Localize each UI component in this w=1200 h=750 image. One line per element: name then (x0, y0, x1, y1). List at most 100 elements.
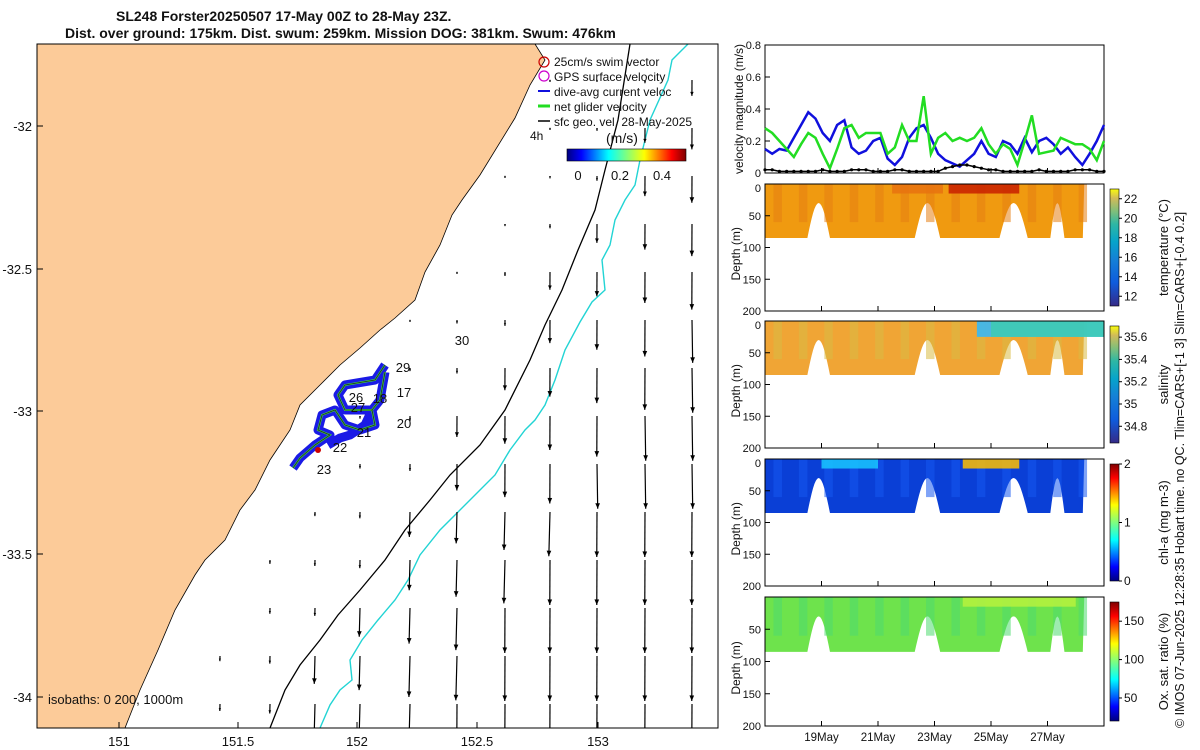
section-texture (1027, 459, 1037, 498)
velocity-arrowhead (547, 444, 553, 451)
velocity-arrowhead (502, 743, 507, 749)
section-surface-feature (821, 459, 878, 469)
section-variable-label: Ox. sat. ratio (%) (1156, 613, 1171, 711)
track-day-label: 29 (396, 360, 410, 375)
velocity-arrowhead (642, 599, 648, 605)
map-frame (36, 43, 719, 729)
depth-tick-label: 0 (755, 320, 761, 332)
colorbar-tick-1: 0.2 (611, 168, 629, 183)
velocity-arrowhead (689, 551, 695, 557)
map-x-tick-label: 151.5 (222, 734, 255, 749)
section-texture (773, 184, 782, 223)
section-texture (798, 597, 808, 636)
velocity-arrowhead (456, 321, 458, 324)
section-texture (926, 459, 935, 498)
sfc-geo-point (907, 169, 911, 173)
velocity-arrowhead (503, 323, 507, 326)
depth-ylabel: Depth (m) (729, 364, 743, 417)
time-tick-label: 25May (974, 732, 1009, 744)
sfc-geo-point (842, 169, 846, 173)
velocity-arrowhead (689, 647, 695, 653)
velocity-arrowhead (409, 319, 411, 322)
velocity-arrowhead (502, 385, 507, 391)
velocity-arrowhead (312, 732, 317, 738)
sfc-geo-point (806, 169, 810, 173)
velocity-arrow (644, 463, 647, 509)
sfc-geo-point (813, 169, 818, 173)
sfc-geo-point (1015, 169, 1020, 173)
sfc-geo-point (1037, 168, 1041, 172)
colorbar-tick-label: 18 (1124, 231, 1138, 245)
velocity-arrowhead (547, 391, 553, 397)
swim-vector-icon (538, 56, 550, 68)
track-day-label: 27 (351, 400, 365, 415)
map-y-tick-label: -32 (13, 119, 32, 134)
title-line-1: SL248 Forster20250507 17-May 00Z to 28-M… (116, 8, 452, 24)
map-x-tick-label: 152 (346, 734, 368, 749)
section-variable-label: salinity (1156, 364, 1171, 404)
depth-tick-label: 150 (743, 274, 761, 286)
velocity-arrowhead (594, 551, 600, 557)
depth-tick-label: 0 (755, 183, 761, 195)
depth-ylabel: Depth (m) (729, 641, 743, 694)
velocity-arrowhead (549, 176, 551, 179)
section-texture (1027, 321, 1037, 360)
sfc-geo-point (1087, 168, 1092, 172)
velocity-arrow (596, 463, 599, 509)
section-panel-0: 0 50 100 150 200 Depth (m) 12 14 16 18 20 22 tempera… (729, 183, 1171, 318)
section-texture (824, 321, 833, 360)
section-texture (824, 184, 833, 223)
velocity-arrow (691, 463, 694, 509)
sfc-geo-point (979, 166, 983, 170)
velocity-arrowhead (502, 647, 508, 653)
section-texture (1027, 597, 1037, 636)
velocity-arrowhead (356, 684, 362, 691)
depth-ylabel: Depth (m) (729, 227, 743, 280)
section-texture (1078, 184, 1088, 223)
section-texture (1027, 184, 1037, 223)
velocity-arrowhead (689, 250, 695, 257)
velocity-arrowhead (547, 599, 553, 605)
speed-colorbar (566, 148, 687, 162)
depth-tick-label: 50 (749, 486, 761, 498)
velocity-arrowhead (594, 695, 600, 701)
track-day-label: 18 (373, 391, 387, 406)
velocity-arrowhead (409, 368, 411, 372)
sfc-geo-point (1080, 168, 1084, 172)
isobath-legend: isobaths: 0 200, 1000m (48, 692, 183, 707)
velocity-arrow (455, 655, 458, 701)
section-texture (1053, 321, 1062, 360)
sfc-geo-point (1001, 169, 1005, 173)
velocity-arrowhead (504, 175, 506, 178)
velocity-ylabel: velocity magnitude (m/s) (732, 44, 746, 174)
section-texture (900, 184, 910, 223)
velocity-arrowhead (407, 743, 412, 749)
legend-dive-avg-label: dive-avg current veloc (554, 85, 671, 99)
title-line-2: Dist. over ground: 175km. Dist. swum: 25… (65, 25, 616, 41)
legend-gps-velocity-label: GPS surface velocity (554, 70, 665, 84)
sfc-geo-point (958, 163, 962, 167)
section-texture (849, 459, 859, 498)
velocity-arrowhead (218, 708, 222, 712)
section-variable-label: chl-a (mg m-3) (1156, 480, 1171, 565)
sfc-geo-point (1030, 169, 1034, 173)
velocity-series-net-glider-velocity (764, 96, 1106, 172)
velocity-arrowhead (313, 563, 317, 567)
map-x-tick-label: 153 (587, 734, 609, 749)
section-texture (1002, 321, 1011, 360)
velocity-y-tick-label: 0.2 (746, 136, 761, 148)
velocity-arrowhead (501, 597, 507, 604)
depth-tick-label: 150 (743, 689, 761, 701)
section-colorbar (1109, 601, 1120, 722)
velocity-arrowhead (454, 432, 459, 438)
velocity-arrowhead (644, 80, 646, 84)
velocity-arrowhead (453, 644, 459, 651)
colorbar-tick-label: 0 (1124, 574, 1131, 588)
velocity-arrowhead (408, 418, 412, 422)
sfc-geo-point (1102, 169, 1106, 173)
velocity-arrowhead (502, 438, 508, 444)
section-surface-feature (962, 459, 1020, 469)
section-panel-3: 50 100 150 200 Depth (m) 50 100 150 Ox. sat. rat… (729, 596, 1171, 733)
sfc-geo-point (1095, 169, 1099, 173)
